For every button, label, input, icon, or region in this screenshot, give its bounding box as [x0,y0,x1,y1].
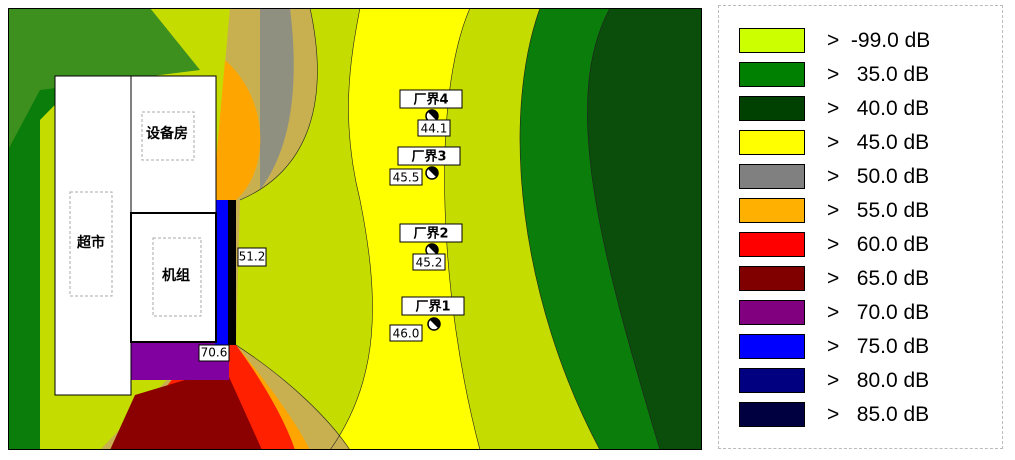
legend-label: > 65.0 dB [827,267,930,290]
value-box [389,324,423,342]
legend-swatch [739,28,805,53]
legend-label: > -99.0 dB [827,29,931,52]
contour-lines [235,8,661,450]
legend-swatch [739,334,805,359]
building-label: 超市 [76,234,105,251]
legend-label: > 45.0 dB [827,131,930,154]
legend: > -99.0 dB > 35.0 dB > 40.0 dB > 45.0 dB > 5… [718,5,1003,449]
legend-label: > 55.0 dB [827,199,930,222]
value-box [237,247,267,267]
legend-swatch [739,164,805,189]
legend-swatch [739,130,805,155]
receiver-marker [427,167,438,178]
receiver-label: 厂界3 [411,149,446,165]
legend-swatch [739,232,805,257]
point-value: 51.2 [239,250,266,264]
building-label: 机组 [162,267,190,284]
building-outline [152,237,202,317]
legend-swatch [739,368,805,393]
receiver-label-box [399,223,463,243]
value-box [198,344,230,362]
noise-map: 超市 设备房 机组 厂界4 44.1 厂界3 45.5 厂界2 45.2 厂界1 46.0 5… [8,8,702,450]
building [130,75,217,214]
zone [215,200,229,345]
receiver-value: 44.1 [421,122,448,136]
legend-label: > 35.0 dB [827,63,930,86]
legend-swatch [739,402,805,427]
building-outline [141,111,195,161]
receiver-label-box [397,146,461,166]
legend-label: > 75.0 dB [827,335,930,358]
legend-label: > 40.0 dB [827,97,930,120]
zone [260,8,294,190]
legend-label: > 80.0 dB [827,369,930,392]
receiver-label-box [401,296,465,316]
legend-label: > 85.0 dB [827,403,930,426]
receiver-marker [427,110,438,121]
zone [110,368,262,450]
receiver-value: 45.2 [416,256,443,270]
legend-label: > 50.0 dB [827,165,930,188]
receivers: 厂界4 44.1 厂界3 45.5 厂界2 45.2 厂界1 46.0 [389,89,465,342]
legend-swatch [739,300,805,325]
legend-label: > 60.0 dB [827,233,930,256]
point-value: 70.6 [201,346,228,360]
legend-swatch [739,96,805,121]
receiver-label-box [399,89,463,109]
building-label: 设备房 [146,125,188,142]
contours: 超市 设备房 机组 厂界4 44.1 厂界3 45.5 厂界2 45.2 厂界1 46.0 5… [8,8,702,450]
value-box [412,253,446,271]
legend-swatch [739,198,805,223]
legend-label: > 70.0 dB [827,301,930,324]
building-outline [69,191,113,297]
wall [228,200,236,345]
receiver-label: 厂界2 [413,226,448,242]
value-box [417,119,451,137]
receiver-value: 45.5 [393,171,420,185]
receiver-marker [427,244,438,255]
receiver-marker [429,318,440,329]
legend-swatch [739,266,805,291]
receiver-value: 46.0 [393,327,420,341]
value-box [389,168,423,186]
building [130,212,217,343]
receiver-label: 厂界1 [415,299,450,315]
receiver-label: 厂界4 [413,92,448,108]
map-border [8,8,702,450]
building [54,75,132,396]
legend-swatch [739,62,805,87]
